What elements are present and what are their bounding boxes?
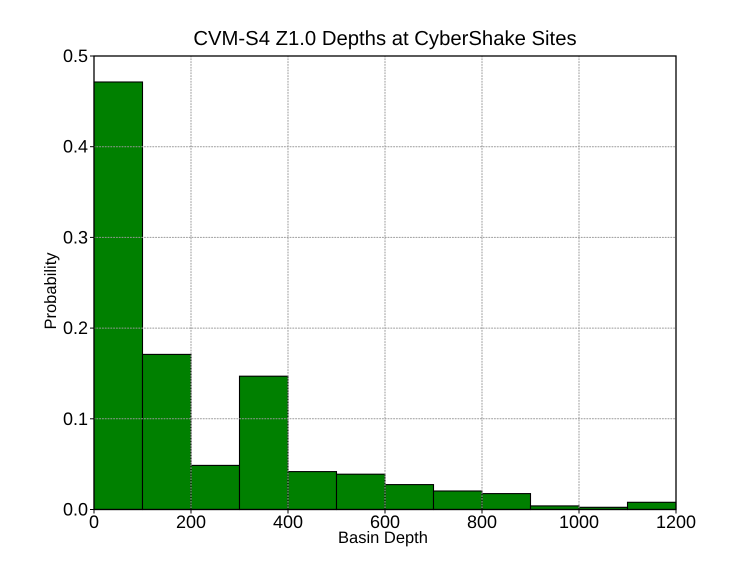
svg-text:0.0: 0.0 bbox=[63, 500, 88, 520]
svg-text:0.1: 0.1 bbox=[63, 409, 88, 429]
svg-text:0.5: 0.5 bbox=[63, 46, 88, 66]
svg-text:Probability: Probability bbox=[42, 252, 60, 330]
svg-text:400: 400 bbox=[273, 512, 303, 532]
svg-text:1200: 1200 bbox=[656, 512, 696, 532]
svg-text:Basin Depth: Basin Depth bbox=[338, 529, 428, 547]
svg-text:200: 200 bbox=[176, 512, 206, 532]
svg-text:800: 800 bbox=[467, 512, 497, 532]
svg-text:1000: 1000 bbox=[559, 512, 599, 532]
svg-text:0.4: 0.4 bbox=[63, 137, 88, 157]
svg-text:0.2: 0.2 bbox=[63, 318, 88, 338]
svg-text:CVM-S4 Z1.0 Depths at CyberSha: CVM-S4 Z1.0 Depths at CyberShake Sites bbox=[193, 28, 576, 50]
svg-text:0.3: 0.3 bbox=[63, 227, 88, 247]
svg-text:0: 0 bbox=[89, 512, 99, 532]
